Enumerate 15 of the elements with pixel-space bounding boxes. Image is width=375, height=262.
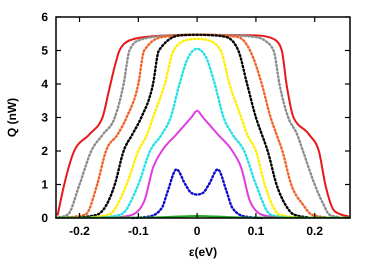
y-tick-label: 3 xyxy=(41,110,48,124)
y-tick-label: 4 xyxy=(41,77,48,91)
y-tick-label: 5 xyxy=(41,44,48,58)
x-tick-label: -0.2 xyxy=(69,224,90,238)
x-axis-title: ε(eV) xyxy=(188,245,218,259)
line-series xyxy=(102,48,287,219)
x-tick-label: -0.1 xyxy=(128,224,149,238)
y-tick-label: 2 xyxy=(41,144,48,158)
y-axis-title: Q (nW) xyxy=(5,98,19,138)
y-tick-label: 6 xyxy=(41,10,48,24)
x-tick-label: 0 xyxy=(194,224,201,238)
y-tick-label: 1 xyxy=(41,178,48,192)
x-tick-label: 0.2 xyxy=(306,224,324,238)
x-tick-label: 0.1 xyxy=(248,224,265,238)
y-tick-label: 0 xyxy=(41,211,48,225)
